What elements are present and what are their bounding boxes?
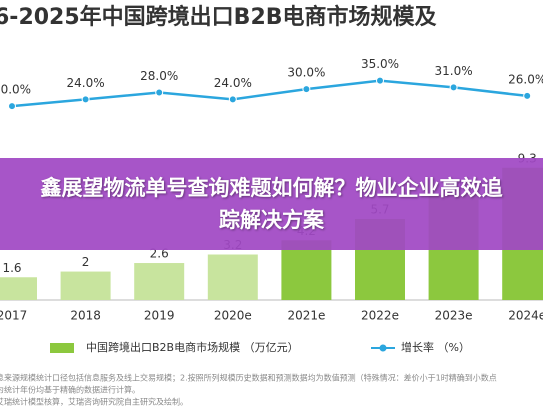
line-label: 30.0%	[287, 66, 325, 80]
footnote: 艾瑞统计模型核算，艾瑞咨询研究院自主研究及绘制。	[0, 397, 188, 407]
x-tick-label: 2019	[144, 309, 175, 323]
bar-label: 2.6	[150, 247, 169, 261]
x-tick-label: 2018	[70, 309, 101, 323]
banner: 鑫展望物流单号查询难题如何解？物业企业高效追踪解决方案	[0, 158, 543, 250]
x-tick-label: 2020e	[214, 309, 252, 323]
chart-title: 6-2025年中国跨境出口B2B电商市场规模及	[0, 4, 438, 30]
footnote: 息来源规模统计口径包括信息服务及线上交易规模；2.按照所列规模历史数据和预测数据…	[0, 373, 497, 383]
legend-swatch	[50, 343, 74, 353]
x-tick-label: 2024e	[508, 309, 543, 323]
footnote: 为统计年份均基于精确的数据进行计算。	[0, 385, 140, 395]
line-point	[228, 95, 237, 104]
line-label: 24.0%	[67, 76, 105, 90]
legend-label: 中国跨境出口B2B电商市场规模 （万亿元）	[86, 340, 299, 354]
line-point	[523, 91, 532, 100]
bar-label: 2	[82, 255, 90, 269]
bar	[0, 277, 37, 300]
line-point	[302, 85, 311, 94]
x-tick-label: 2022e	[361, 309, 399, 323]
bar	[134, 263, 185, 300]
bar	[207, 254, 258, 300]
banner-text: 鑫展望物流单号查询难题如何解？物业企业高效追踪解决方案	[40, 176, 503, 232]
line-label: 20.0%	[0, 83, 31, 97]
line-label: 28.0%	[140, 69, 178, 83]
bar	[281, 240, 332, 300]
line-point	[8, 102, 16, 111]
line-label: 26.0%	[508, 72, 543, 86]
bar-label: 1.6	[2, 261, 21, 275]
line-point	[155, 88, 164, 97]
line-label: 31.0%	[435, 64, 473, 78]
line	[11, 79, 528, 108]
legend-label: 增长率 （%）	[401, 340, 470, 354]
x-tick-label: 2017	[0, 309, 27, 323]
line-point	[81, 95, 90, 104]
line-label: 35.0%	[361, 57, 399, 71]
x-tick-label: 2023e	[435, 309, 473, 323]
bar	[60, 271, 111, 300]
line-point	[449, 83, 458, 92]
legend-swatch	[379, 344, 387, 352]
line-label: 24.0%	[214, 76, 252, 90]
line-point	[376, 76, 384, 85]
x-tick-label: 2021e	[287, 309, 325, 323]
